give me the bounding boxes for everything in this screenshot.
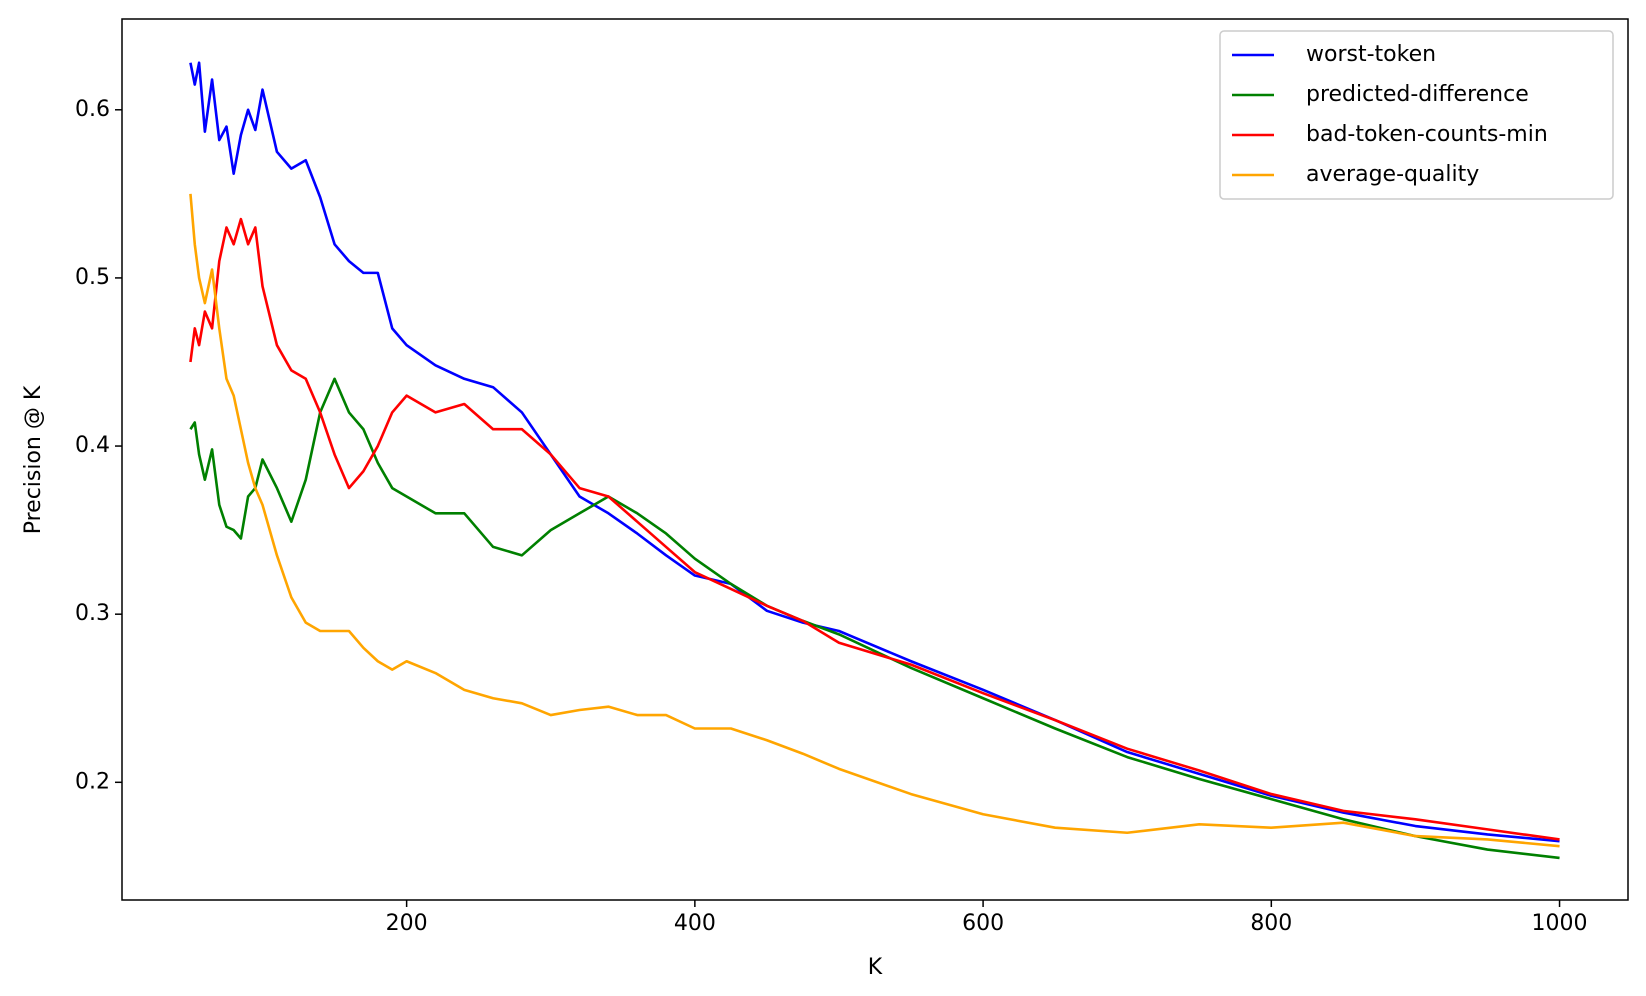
series-line	[189, 377, 1560, 860]
x-tick-label: 1000	[1532, 911, 1588, 936]
x-tick-label: 400	[674, 911, 716, 936]
series-line	[189, 217, 1560, 841]
x-axis-label: K	[868, 955, 883, 980]
x-tick-label: 800	[1250, 911, 1292, 936]
x-tick-label: 200	[386, 911, 428, 936]
y-tick-label: 0.3	[75, 601, 110, 626]
x-tick-label: 600	[962, 911, 1004, 936]
y-tick-label: 0.4	[75, 433, 110, 458]
series-line	[189, 61, 1560, 843]
y-tick-label: 0.5	[75, 265, 110, 290]
plot-frame	[121, 18, 1629, 901]
legend-box	[1219, 30, 1614, 200]
y-tick-label: 0.2	[75, 769, 110, 794]
legend-label: predicted-difference	[1306, 82, 1529, 107]
legend-label: average-quality	[1306, 162, 1479, 187]
legend-label: worst-token	[1306, 42, 1436, 67]
series-line	[189, 193, 1560, 848]
y-tick-label: 0.6	[75, 97, 110, 122]
legend-label: bad-token-counts-min	[1306, 122, 1548, 147]
y-axis-label: Precision @ K	[21, 385, 46, 534]
